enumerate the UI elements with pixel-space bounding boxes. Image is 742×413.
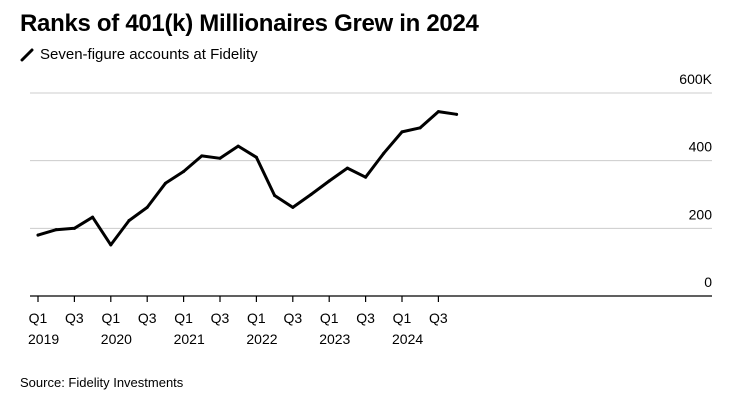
x-tick-label-9: Q3 bbox=[356, 310, 375, 326]
y-tick-label-600: 600K bbox=[679, 71, 712, 87]
data-point-0-14 bbox=[291, 205, 295, 209]
legend: Seven-figure accounts at Fidelity bbox=[20, 46, 258, 63]
data-point-0-3 bbox=[91, 215, 95, 219]
x-tick-label-1: Q3 bbox=[65, 310, 84, 326]
data-point-0-4 bbox=[109, 243, 113, 247]
x-tick-label-10: Q1 bbox=[393, 310, 412, 326]
x-tick-label-2: Q1 bbox=[101, 310, 120, 326]
x-tick-label-5: Q3 bbox=[211, 310, 230, 326]
y-tick-label-0: 0 bbox=[704, 274, 712, 290]
data-point-0-5 bbox=[127, 219, 131, 223]
x-tick-label-8: Q1 bbox=[320, 310, 339, 326]
x-tick-label-4: Q1 bbox=[174, 310, 193, 326]
x-tick-year-8: 2023 bbox=[319, 331, 350, 347]
x-tick-year-6: 2022 bbox=[246, 331, 277, 347]
data-point-0-6 bbox=[145, 205, 149, 209]
x-tick-label-7: Q3 bbox=[283, 310, 302, 326]
data-point-0-20 bbox=[400, 130, 404, 134]
series-line-0 bbox=[36, 110, 459, 247]
data-point-0-13 bbox=[273, 194, 277, 198]
data-point-0-12 bbox=[254, 155, 258, 159]
data-point-0-19 bbox=[382, 151, 386, 155]
x-tick-year-0: 2019 bbox=[28, 331, 59, 347]
x-tick-label-11: Q3 bbox=[429, 310, 448, 326]
data-point-0-8 bbox=[182, 169, 186, 173]
legend-label: Seven-figure accounts at Fidelity bbox=[40, 46, 258, 63]
chart-title: Ranks of 401(k) Millionaires Grew in 202… bbox=[20, 10, 479, 37]
data-point-0-0 bbox=[36, 233, 40, 237]
data-point-0-1 bbox=[54, 228, 58, 232]
data-point-0-21 bbox=[418, 126, 422, 130]
y-tick-label-400: 400 bbox=[689, 139, 713, 155]
y-tick-label-200: 200 bbox=[689, 206, 713, 222]
data-point-0-7 bbox=[163, 181, 167, 185]
data-point-0-23 bbox=[455, 112, 459, 116]
data-point-0-9 bbox=[200, 154, 204, 158]
data-point-0-11 bbox=[236, 144, 240, 148]
legend-line-icon bbox=[20, 48, 34, 61]
data-point-0-2 bbox=[72, 226, 76, 230]
x-tick-label-6: Q1 bbox=[247, 310, 266, 326]
data-point-0-10 bbox=[218, 156, 222, 160]
x-tick-label-3: Q3 bbox=[138, 310, 157, 326]
data-point-0-18 bbox=[364, 175, 368, 179]
data-point-0-17 bbox=[345, 166, 349, 170]
x-tick-year-2: 2020 bbox=[101, 331, 132, 347]
data-point-0-16 bbox=[327, 179, 331, 183]
x-tick-label-0: Q1 bbox=[29, 310, 48, 326]
x-tick-year-10: 2024 bbox=[392, 331, 423, 347]
x-tick-year-4: 2021 bbox=[174, 331, 205, 347]
data-point-0-15 bbox=[309, 193, 313, 196]
data-point-0-22 bbox=[436, 110, 440, 114]
source-note: Source: Fidelity Investments bbox=[20, 375, 184, 390]
